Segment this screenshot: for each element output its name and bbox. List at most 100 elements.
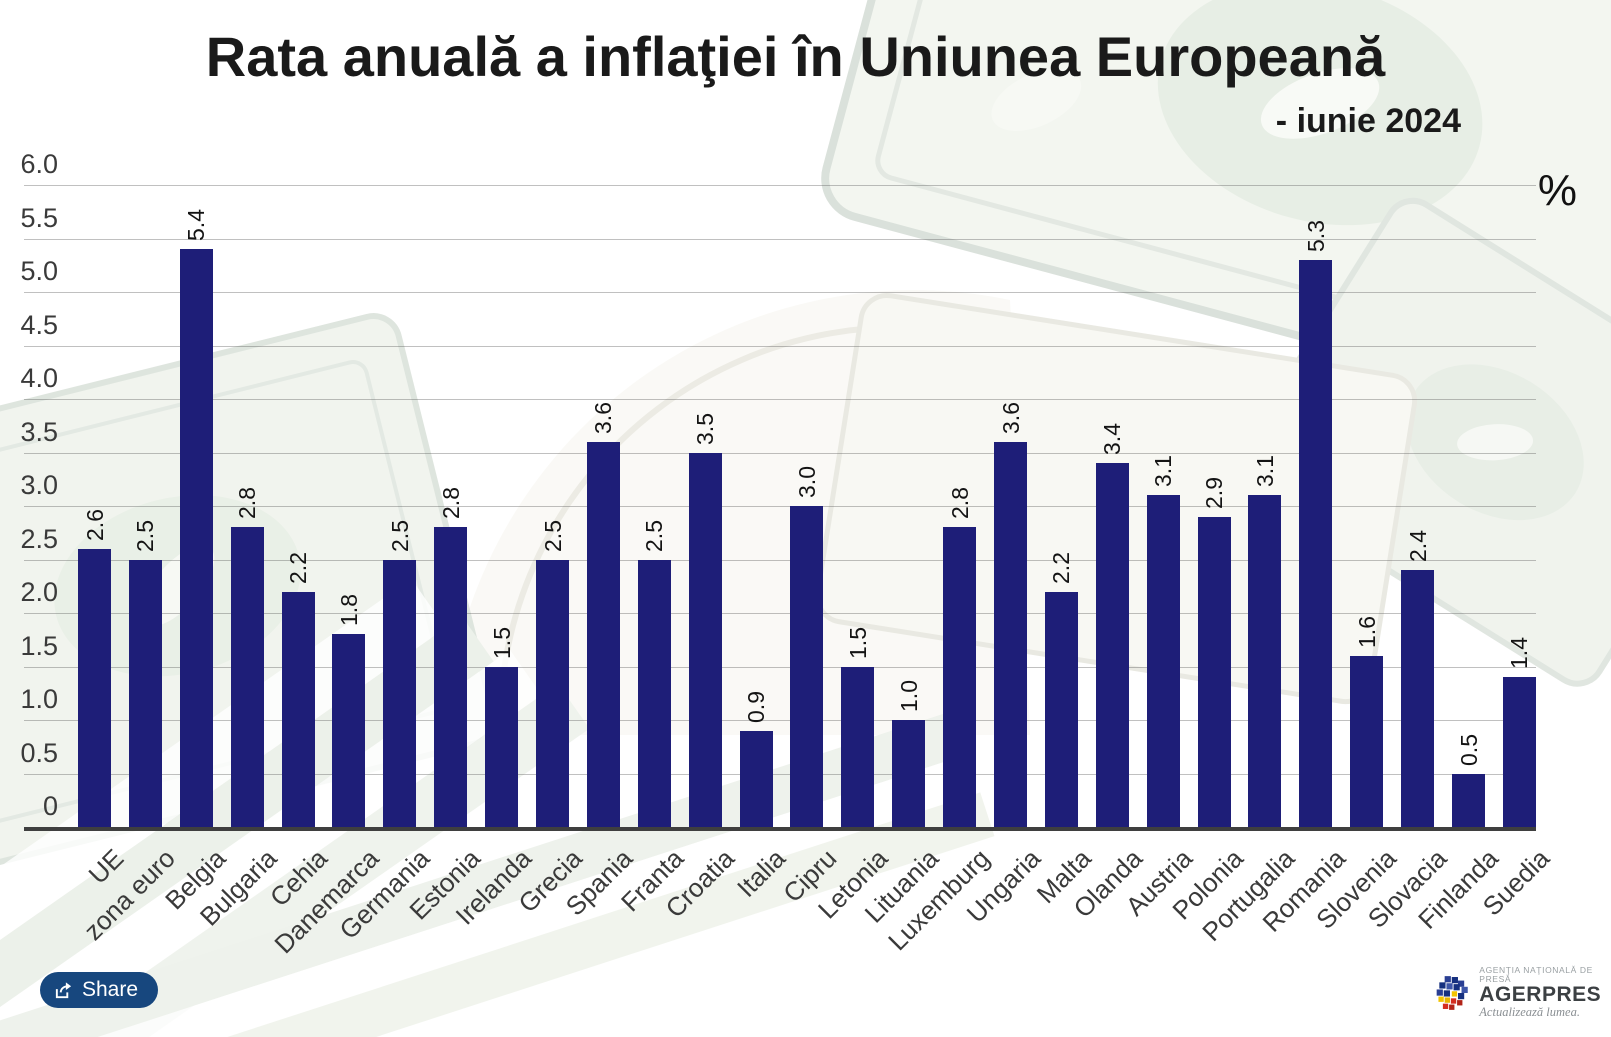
x-axis-line: [24, 827, 1536, 831]
bar-value-label: 0.5: [1455, 733, 1482, 766]
chart-title: Rata anuală a inflaţiei în Uniunea Europ…: [205, 25, 1386, 88]
bar: [1197, 516, 1231, 827]
bar: [485, 666, 519, 827]
bar: [994, 441, 1028, 827]
bar-cell: 2.5: [128, 185, 162, 827]
bar-value-label: 2.4: [1404, 530, 1431, 563]
x-axis-label: Italia: [731, 843, 792, 904]
y-axis-label: 1.0: [20, 684, 58, 714]
bar: [1248, 495, 1282, 827]
bar: [78, 548, 111, 827]
bar-cell: 1.0: [892, 185, 926, 827]
gridline: [24, 613, 1536, 614]
bar-cell: 2.5: [637, 185, 671, 827]
bar-value-label: 2.5: [386, 519, 413, 552]
y-axis-label: 1.5: [20, 630, 58, 661]
bar-cell: 2.4: [1401, 185, 1435, 827]
bar-cell: 3.1: [1248, 185, 1282, 827]
bar: [586, 441, 620, 827]
bar: [943, 527, 977, 827]
bar-cell: 3.6: [994, 185, 1028, 827]
bar-cell: 2.6: [78, 185, 111, 827]
gridline: [24, 292, 1536, 293]
share-icon: [55, 981, 72, 998]
bar-value-label: 2.2: [285, 551, 312, 584]
bar-value-label: 3.4: [1099, 423, 1126, 456]
bar-cell: 1.5: [841, 185, 875, 827]
gridline: [24, 238, 1536, 240]
bar-value-label: 1.6: [1353, 615, 1380, 648]
bar: [688, 452, 722, 827]
gridline: [24, 399, 1536, 400]
bar-cell: 3.6: [586, 185, 620, 827]
bar-value-label: 1.5: [488, 626, 515, 659]
bar: [739, 730, 773, 827]
bar-cell: 2.8: [943, 185, 977, 827]
bar-cell: 3.5: [688, 185, 722, 827]
share-button[interactable]: Share: [40, 972, 159, 1008]
bar-cell: 1.4: [1502, 185, 1536, 827]
bar: [892, 720, 926, 827]
gridline: [24, 185, 1536, 186]
bar: [281, 591, 315, 827]
bar-cell: 2.8: [434, 185, 468, 827]
agerpres-agency-line: AGENŢIA NAŢIONALĂ DE PRESĂ: [1479, 965, 1593, 984]
bar-value-label: 0.9: [743, 690, 770, 723]
bar-cell: 0.5: [1452, 185, 1486, 827]
bar: [1095, 463, 1129, 827]
bars-layer: 2.6 2.5 5.4 2.8 2.2 1.8 2.5 2.8 1.5 2.5 3.6 2.5 3.5 0…: [78, 185, 1536, 827]
bar-value-label: 1.0: [895, 680, 922, 712]
bar-cell: 1.5: [485, 185, 519, 827]
bar: [383, 559, 417, 827]
bar-cell: 3.0: [790, 185, 824, 827]
bar-cell: 2.8: [230, 185, 264, 827]
bar-cell: 2.9: [1197, 185, 1231, 827]
bar-value-label: 5.4: [183, 209, 210, 242]
bar-cell: 2.5: [383, 185, 417, 827]
bar: [434, 527, 468, 827]
bar-value-label: 3.6: [997, 401, 1024, 434]
bar: [841, 666, 875, 827]
bar: [128, 559, 162, 827]
bar-cell: 3.4: [1095, 185, 1129, 827]
y-axis-label: 2.5: [20, 523, 58, 554]
unit-label: %: [1537, 166, 1577, 215]
gridline: [24, 506, 1536, 507]
bar-value-label: 3.6: [590, 401, 617, 434]
bar-value-label: 2.8: [946, 487, 973, 520]
gridline: [24, 452, 1536, 454]
bar-value-label: 2.2: [1048, 551, 1075, 584]
gridline: [24, 773, 1536, 775]
chart-subtitle: - iunie 2024: [1275, 102, 1461, 140]
bar-value-label: 2.5: [539, 519, 566, 552]
bar-cell: 5.4: [179, 185, 213, 827]
gridline: [24, 345, 1536, 347]
bar-cell: 2.2: [1044, 185, 1078, 827]
bar-cell: 2.2: [281, 185, 315, 827]
bar: [1452, 773, 1486, 827]
y-axis-label: 3.0: [20, 470, 58, 500]
agerpres-logo: AGENŢIA NAŢIONALĂ DE PRESĂ AGERPRES Actu…: [1434, 966, 1611, 1019]
bar-cell: 1.8: [332, 185, 366, 827]
bar-value-label: 5.3: [1302, 219, 1329, 252]
bar-value-label: 2.5: [641, 519, 668, 552]
bar-value-label: 3.1: [1150, 455, 1177, 488]
gridline: [24, 559, 1536, 561]
bar: [1146, 495, 1180, 827]
bar: [230, 527, 264, 827]
y-axis-label: 5.5: [20, 202, 58, 233]
bar: [332, 634, 366, 827]
y-axis-label: 4.0: [20, 363, 58, 393]
bar: [1044, 591, 1078, 827]
bar-cell: 5.3: [1299, 185, 1333, 827]
bar-cell: 0.9: [739, 185, 773, 827]
y-axis-label: 6.0: [20, 149, 58, 179]
agerpres-globe-icon: [1436, 975, 1468, 1010]
y-axis-label: 2.0: [20, 577, 58, 607]
bar: [637, 559, 671, 827]
share-button-label: Share: [82, 978, 139, 1001]
bar: [1350, 655, 1384, 827]
bar-value-label: 3.0: [793, 466, 820, 498]
bar-value-label: 1.4: [1506, 637, 1533, 670]
gridline: [24, 720, 1536, 721]
